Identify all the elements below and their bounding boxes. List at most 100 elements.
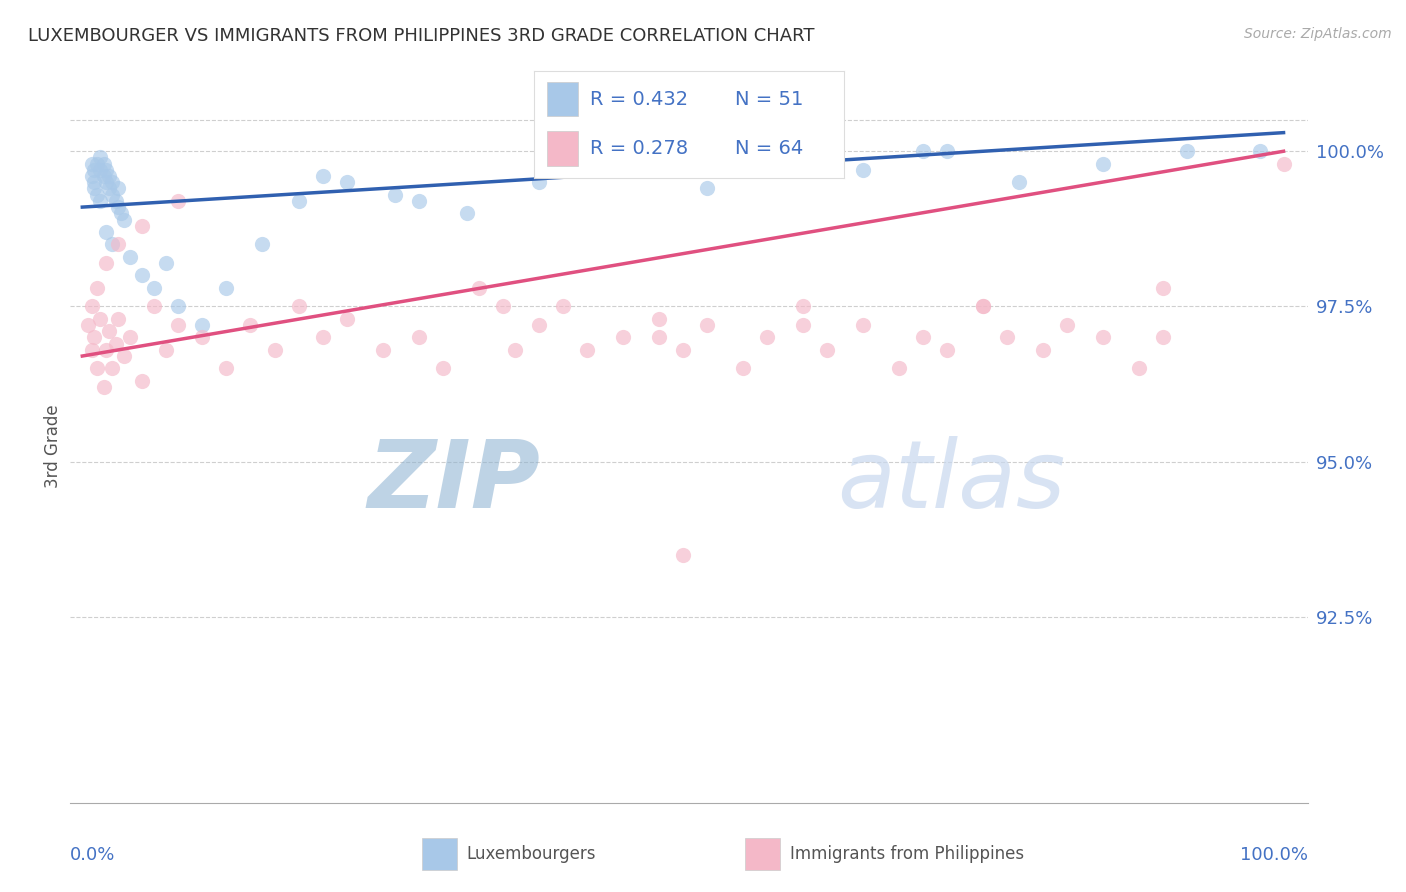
Point: [672, 343, 695, 357]
Point: [83, 162, 105, 177]
Point: [648, 330, 671, 344]
Point: [77, 318, 100, 332]
Point: [252, 237, 274, 252]
Point: [551, 299, 574, 313]
Point: [96, 256, 118, 270]
Point: [110, 206, 132, 220]
Point: [93, 169, 115, 183]
Point: [101, 187, 124, 202]
Point: [167, 299, 190, 313]
Point: [239, 318, 262, 332]
Point: [96, 225, 118, 239]
Text: N = 64: N = 64: [735, 139, 804, 158]
Point: [112, 212, 135, 227]
Point: [575, 162, 598, 177]
Point: [492, 299, 515, 313]
Point: [215, 281, 238, 295]
Text: R = 0.432: R = 0.432: [591, 90, 688, 109]
Point: [107, 237, 129, 252]
Point: [101, 237, 124, 252]
Point: [1056, 318, 1078, 332]
Point: [86, 361, 108, 376]
Point: [107, 311, 129, 326]
Point: [107, 200, 129, 214]
Point: [336, 175, 359, 189]
Point: [215, 361, 238, 376]
Point: [815, 343, 838, 357]
Text: R = 0.278: R = 0.278: [591, 139, 688, 158]
Point: [852, 162, 875, 177]
Point: [912, 145, 935, 159]
Point: [93, 156, 115, 170]
Point: [89, 311, 111, 326]
Point: [191, 330, 214, 344]
Point: [97, 169, 120, 183]
Point: [287, 194, 309, 208]
Point: [336, 311, 359, 326]
Point: [104, 194, 127, 208]
Point: [112, 349, 135, 363]
Point: [792, 299, 814, 313]
Point: [731, 361, 754, 376]
Point: [96, 162, 118, 177]
Point: [93, 380, 115, 394]
Point: [131, 219, 153, 233]
Point: [756, 330, 779, 344]
Point: [408, 330, 430, 344]
Point: [96, 343, 118, 357]
Point: [80, 156, 103, 170]
Point: [467, 281, 489, 295]
Point: [1032, 343, 1054, 357]
Point: [936, 145, 959, 159]
Point: [83, 330, 105, 344]
Point: [1152, 330, 1174, 344]
Point: [972, 299, 994, 313]
Point: [384, 187, 406, 202]
Point: [696, 318, 718, 332]
FancyBboxPatch shape: [547, 82, 578, 116]
Point: [527, 318, 550, 332]
Point: [432, 361, 454, 376]
Point: [696, 181, 718, 195]
Point: [89, 194, 111, 208]
Point: [104, 336, 127, 351]
Point: [575, 343, 598, 357]
Point: [167, 318, 190, 332]
Point: [648, 311, 671, 326]
Point: [889, 361, 911, 376]
Y-axis label: 3rd Grade: 3rd Grade: [44, 404, 62, 488]
Point: [287, 299, 309, 313]
Point: [97, 181, 120, 195]
Point: [311, 169, 333, 183]
Point: [672, 548, 695, 562]
Point: [97, 324, 120, 338]
Point: [120, 250, 142, 264]
Point: [972, 299, 994, 313]
Point: [155, 343, 177, 357]
Point: [83, 181, 105, 195]
Point: [131, 268, 153, 283]
Point: [371, 343, 394, 357]
Point: [107, 181, 129, 195]
Point: [792, 318, 814, 332]
Point: [80, 169, 103, 183]
Point: [311, 330, 333, 344]
Point: [1249, 145, 1271, 159]
Point: [912, 330, 935, 344]
Point: [263, 343, 285, 357]
Point: [89, 162, 111, 177]
Point: [101, 361, 124, 376]
Point: [143, 281, 166, 295]
Point: [612, 330, 634, 344]
Text: N = 51: N = 51: [735, 90, 804, 109]
Point: [995, 330, 1018, 344]
Point: [1092, 156, 1115, 170]
Point: [89, 151, 111, 165]
Point: [83, 175, 105, 189]
Point: [96, 175, 118, 189]
Point: [612, 156, 634, 170]
Text: Luxembourgers: Luxembourgers: [467, 845, 596, 863]
Point: [456, 206, 478, 220]
Text: 0.0%: 0.0%: [70, 846, 115, 863]
Text: Source: ZipAtlas.com: Source: ZipAtlas.com: [1244, 27, 1392, 41]
